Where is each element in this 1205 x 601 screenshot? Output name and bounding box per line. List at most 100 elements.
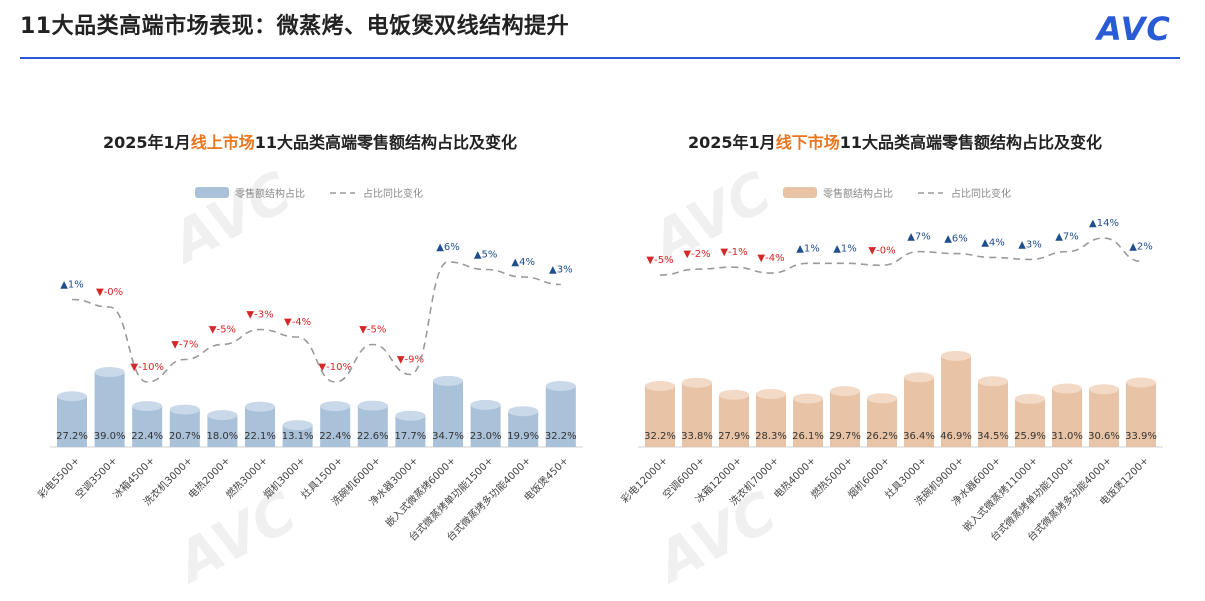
change-label: ▲7% — [907, 232, 931, 243]
bar — [941, 355, 971, 447]
change-label: ▼-4% — [284, 317, 311, 328]
bar-value-label: 34.7% — [432, 431, 464, 442]
change-label: ▼-9% — [397, 355, 424, 366]
bar-cap — [978, 376, 1008, 387]
bar-value-label: 22.4% — [131, 431, 163, 442]
bar — [545, 385, 576, 447]
bar-value-label: 20.7% — [169, 431, 201, 442]
change-label: ▲1% — [60, 280, 84, 291]
change-label: ▲5% — [474, 250, 498, 261]
bar-cap — [867, 393, 897, 404]
bar-cap — [830, 386, 860, 397]
bar-cap — [470, 399, 501, 410]
bar — [433, 380, 463, 447]
change-line — [659, 237, 1142, 276]
change-label: ▼-5% — [209, 325, 236, 336]
bar — [57, 396, 87, 447]
bar — [978, 381, 1008, 447]
change-label: ▲7% — [1055, 232, 1079, 243]
avc-logo: AVC — [1097, 10, 1171, 48]
bar-cap — [245, 401, 275, 412]
bar-value-label: 27.9% — [718, 431, 750, 442]
bar — [1052, 388, 1082, 447]
bar-value-label: 27.2% — [56, 431, 88, 442]
bar — [470, 404, 501, 447]
bar-value-label: 34.5% — [977, 431, 1009, 442]
bar-value-label: 30.6% — [1088, 431, 1120, 442]
bar — [904, 377, 934, 447]
bar-value-label: 22.1% — [244, 431, 276, 442]
change-label: ▼-4% — [757, 253, 784, 264]
change-label: ▲1% — [833, 243, 857, 254]
bar-cap — [1015, 393, 1045, 404]
bar-cap — [719, 389, 749, 400]
bar — [719, 394, 749, 447]
bar-value-label: 26.1% — [792, 431, 824, 442]
bar-cap — [94, 367, 125, 378]
bar-cap — [282, 420, 313, 431]
bar — [357, 405, 388, 447]
bar — [245, 406, 275, 447]
page-title: 11大品类高端市场表现：微蒸烤、电饭煲双线结构提升 — [20, 14, 570, 39]
bar-cap — [645, 380, 675, 391]
bar-value-label: 28.3% — [755, 431, 787, 442]
bar-value-label: 32.2% — [644, 431, 676, 442]
change-label: ▲3% — [1018, 239, 1042, 250]
legend-line-label: 占比同比变化 — [363, 187, 423, 200]
change-label: ▼-5% — [359, 325, 386, 336]
bar-cap — [793, 393, 823, 404]
bar-value-label: 33.8% — [681, 431, 713, 442]
bar — [1126, 382, 1156, 447]
bar — [645, 385, 675, 447]
chart-title: 2025年1月线上市场11大品类高端零售额结构占比及变化 — [103, 133, 517, 152]
bar — [793, 398, 823, 447]
bar-value-label: 22.4% — [319, 431, 351, 442]
change-label: ▲4% — [511, 257, 535, 268]
change-label: ▼-7% — [171, 340, 198, 351]
bar-cap — [357, 400, 388, 411]
bar — [94, 372, 125, 447]
bar — [867, 398, 897, 447]
change-label: ▼-5% — [646, 255, 673, 266]
change-label: ▼-10% — [318, 362, 352, 373]
bar-value-label: 19.9% — [507, 431, 539, 442]
bar — [395, 415, 426, 447]
bar-value-label: 39.0% — [94, 431, 126, 442]
bar-cap — [1089, 384, 1119, 395]
bar — [320, 406, 351, 447]
bar — [830, 391, 860, 447]
bar-value-label: 33.9% — [1125, 431, 1157, 442]
chart-title: 2025年1月线下市场11大品类高端零售额结构占比及变化 — [688, 133, 1102, 152]
bar-cap — [756, 388, 786, 399]
legend-bar-swatch — [783, 187, 817, 198]
bar-value-label: 25.9% — [1014, 431, 1046, 442]
category-label: 嵌入式微蒸烤6000+ — [383, 454, 459, 530]
bar — [282, 425, 313, 447]
change-label: ▲6% — [436, 242, 460, 253]
bar-cap — [1126, 377, 1156, 388]
change-label: ▼-1% — [720, 247, 747, 258]
bar-value-label: 17.7% — [395, 431, 427, 442]
bar-value-label: 13.1% — [282, 431, 314, 442]
bar-cap — [433, 375, 463, 386]
change-label: ▼-10% — [130, 362, 164, 373]
change-label: ▼-2% — [683, 249, 710, 260]
bar-value-label: 46.9% — [940, 431, 972, 442]
category-label: 彩电12000+ — [618, 454, 670, 506]
bar — [508, 411, 539, 447]
title-divider — [20, 57, 1180, 59]
bar-cap — [169, 404, 200, 415]
bar-cap — [682, 377, 712, 388]
change-label: ▲4% — [981, 237, 1005, 248]
bar — [756, 393, 786, 447]
legend-bar-label: 零售额结构占比 — [235, 187, 305, 200]
change-label: ▲1% — [796, 243, 820, 254]
bar-cap — [207, 410, 238, 421]
change-label: ▼-0% — [868, 245, 895, 256]
bar-cap — [941, 350, 971, 361]
bar-value-label: 18.0% — [207, 431, 239, 442]
bar — [132, 406, 163, 447]
bar-cap — [1052, 383, 1082, 394]
change-label: ▼-0% — [96, 287, 123, 298]
bar-cap — [132, 401, 163, 412]
